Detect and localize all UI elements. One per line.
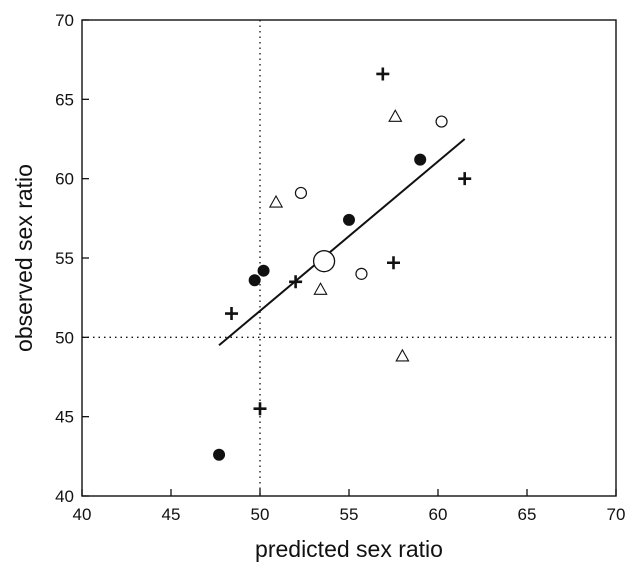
y-axis-title: observed sex ratio <box>11 164 37 352</box>
plot-area-frame <box>81 19 617 497</box>
x-axis-title: predicted sex ratio <box>255 536 443 562</box>
y-tick-label: 40 <box>55 487 74 506</box>
point-open-circle <box>355 267 368 280</box>
x-tick-label: 60 <box>429 505 448 524</box>
x-tick-label: 50 <box>251 505 270 524</box>
point-open-triangle <box>388 109 403 122</box>
y-tick-label: 50 <box>55 328 74 347</box>
y-tick-label: 70 <box>55 11 74 30</box>
point-plus <box>253 402 267 416</box>
x-tick-label: 55 <box>340 505 359 524</box>
point-filled-circle <box>257 264 270 277</box>
x-tick-label: 40 <box>73 505 92 524</box>
point-filled-circle <box>343 213 355 226</box>
point-large-open-circle <box>312 250 336 273</box>
point-filled-circle <box>414 153 427 166</box>
regression-line <box>218 138 466 347</box>
y-axis-ticks: 40 45 50 55 60 65 70 <box>55 11 89 506</box>
point-open-circle <box>294 186 308 200</box>
data-points <box>213 67 472 461</box>
point-plus <box>289 275 303 289</box>
x-axis-ticks: 40 45 50 55 60 65 70 <box>73 489 626 524</box>
point-plus <box>387 256 400 270</box>
y-tick-label: 55 <box>55 249 74 268</box>
point-filled-circle <box>248 274 261 287</box>
reference-lines <box>82 20 616 496</box>
x-tick-label: 70 <box>607 505 626 524</box>
point-open-circle <box>435 115 448 128</box>
y-tick-label: 45 <box>55 408 74 427</box>
x-tick-label: 65 <box>518 505 537 524</box>
y-tick-label: 60 <box>55 170 74 189</box>
point-open-triangle <box>268 194 284 208</box>
point-open-triangle <box>313 282 328 295</box>
point-filled-circle <box>213 448 226 461</box>
point-plus <box>458 172 472 186</box>
point-plus <box>225 307 239 321</box>
y-tick-label: 65 <box>55 90 74 109</box>
point-plus <box>376 67 390 81</box>
point-open-triangle <box>395 348 410 362</box>
x-tick-label: 45 <box>162 505 181 524</box>
